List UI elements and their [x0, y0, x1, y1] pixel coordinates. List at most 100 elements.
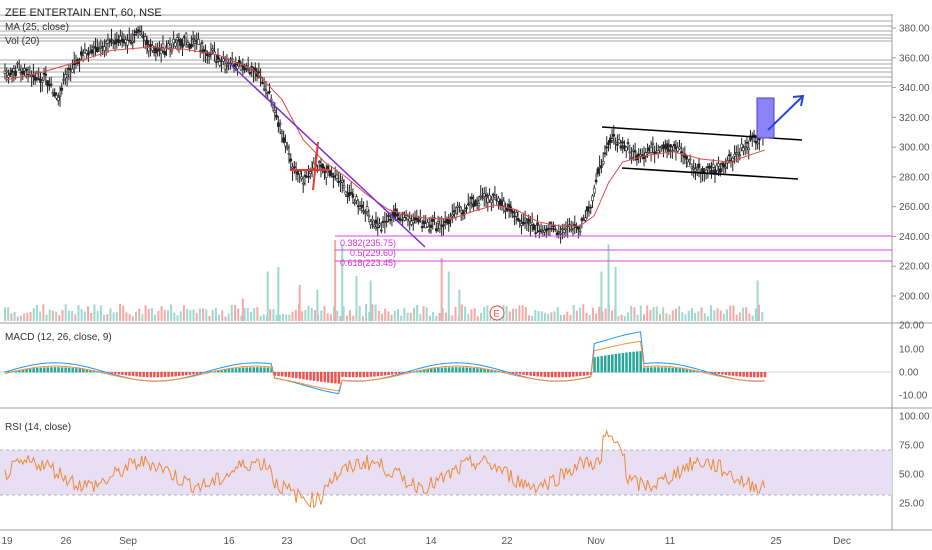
volume-bar: [706, 316, 709, 321]
price-candle-body: [174, 42, 177, 47]
macd-histogram-bar: [422, 369, 426, 373]
price-candle-body: [562, 229, 566, 233]
price-axis-label: 380.00: [899, 24, 930, 35]
downtrend-line: [227, 61, 426, 248]
volume-bar: [298, 285, 301, 321]
macd-histogram-bar: [430, 368, 433, 373]
macd-histogram-bar: [298, 372, 302, 379]
volume-bar: [266, 271, 269, 321]
volume-bar: [527, 315, 530, 321]
volume-bar: [598, 306, 601, 321]
volume-bar: [58, 315, 61, 321]
macd-histogram-bar: [554, 372, 557, 378]
volume-bar: [387, 311, 390, 321]
volume-bar: [71, 310, 74, 321]
price-candle-body: [422, 220, 426, 224]
macd-histogram-bar: [252, 367, 255, 373]
volume-bar: [150, 308, 153, 321]
macd-pane[interactable]: [0, 325, 892, 407]
macd-axis-label: 20.00: [899, 321, 924, 332]
price-candle-body: [284, 142, 287, 147]
volume-bar: [678, 306, 681, 321]
price-axis-label: 360.00: [899, 53, 930, 64]
price-candle-body: [426, 222, 429, 227]
main-pane[interactable]: [0, 14, 892, 322]
volume-bar: [655, 306, 658, 321]
price-candle-body: [553, 228, 557, 231]
volume-bar: [440, 258, 443, 321]
volume-bar: [400, 315, 403, 321]
price-candle-body: [268, 91, 271, 93]
price-axis-label: 320.00: [899, 113, 930, 124]
macd-histogram-bar: [78, 368, 82, 373]
macd-histogram-bar: [99, 371, 103, 373]
target-arrow: [767, 95, 804, 131]
macd-histogram-bar: [309, 372, 312, 381]
macd-histogram-bar: [479, 368, 483, 373]
price-candle-body: [44, 73, 48, 76]
price-candle-body: [372, 224, 376, 227]
volume-bar: [748, 313, 751, 321]
macd-histogram-bar: [635, 351, 639, 373]
volume-bar: [600, 271, 603, 321]
macd-histogram-bar: [607, 355, 610, 373]
volume-bars: [4, 240, 764, 321]
volume-bar: [575, 310, 578, 321]
macd-histogram-bar: [621, 352, 625, 373]
volume-bar: [611, 310, 614, 321]
volume-bar: [125, 312, 128, 321]
volume-bar: [23, 313, 26, 321]
price-candle-body: [280, 131, 284, 134]
price-candle-body: [186, 42, 190, 46]
volume-bar: [665, 313, 668, 321]
macd-histogram-bar: [28, 368, 32, 373]
volume-bar: [35, 305, 38, 321]
macd-histogram-bar: [596, 356, 600, 373]
volume-bar: [735, 314, 738, 321]
volume-bar: [512, 308, 515, 321]
price-candle-body: [17, 68, 21, 71]
volume-bar: [416, 305, 419, 321]
ma-legend: MA (25, close): [5, 22, 69, 33]
macd-histogram-bar: [7, 371, 11, 373]
volume-bar: [473, 308, 476, 321]
volume-bar: [729, 305, 732, 321]
price-candle-body: [545, 228, 548, 232]
price-candle-body: [261, 82, 264, 84]
time-axis[interactable]: 19 26 Sep 16 23 Oct 14 22 Nov 11 25 Dec: [1, 536, 850, 547]
volume-bar: [396, 309, 399, 321]
price-candle-body: [617, 139, 621, 144]
volume-bar: [250, 312, 253, 321]
price-candle-body: [126, 40, 129, 46]
price-candle-body: [250, 65, 254, 68]
macd-histogram-bar: [341, 372, 344, 377]
volume-bar: [214, 307, 217, 321]
macd-histogram-bar: [302, 372, 305, 380]
price-candle-body: [605, 146, 609, 149]
price-candle-body: [275, 114, 278, 118]
price-axis-label: 340.00: [899, 83, 930, 94]
volume-bar: [361, 316, 364, 321]
price-axis[interactable]: 200.00 220.00 240.00 260.00 280.00 300.00 320.…: [892, 24, 930, 303]
price-candle-body: [539, 229, 543, 231]
macd-histogram-bar: [266, 367, 270, 373]
price-candle-body: [394, 208, 397, 213]
price-candle-body: [273, 110, 277, 113]
price-candle-body: [614, 141, 617, 144]
rsi-band: [0, 450, 892, 495]
volume-bar: [726, 309, 729, 321]
price-candle-body: [207, 55, 211, 57]
volume-bar: [579, 307, 582, 321]
macd-histogram-bar: [57, 367, 60, 373]
macd-histogram-bar: [564, 372, 568, 378]
price-candle-body: [307, 175, 310, 178]
price-candle-body: [364, 212, 367, 214]
volume-bar: [662, 307, 665, 321]
volume-bar: [652, 307, 655, 321]
volume-bar: [630, 305, 633, 321]
earnings-marker[interactable]: [489, 305, 505, 321]
price-candle-body: [156, 49, 159, 52]
price-candle-body: [470, 196, 474, 200]
macd-histogram-bar: [170, 372, 174, 377]
